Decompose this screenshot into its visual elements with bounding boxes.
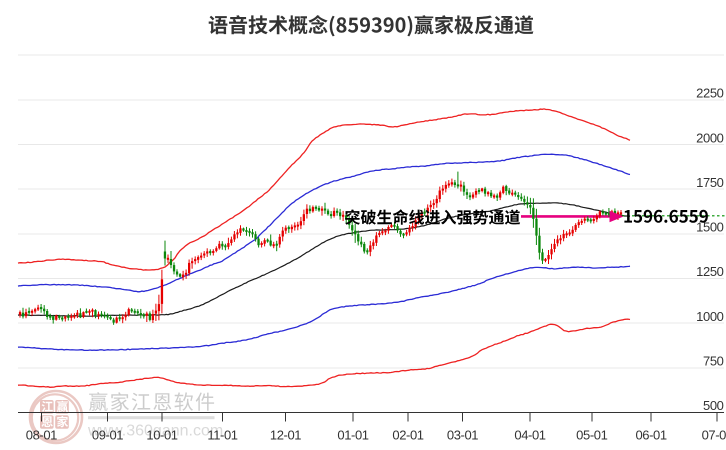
svg-text:2250: 2250 (696, 86, 723, 101)
svg-text:05-01: 05-01 (576, 428, 607, 443)
svg-text:www.360gann.com: www.360gann.com (87, 422, 223, 439)
svg-text:09-01: 09-01 (92, 428, 123, 443)
svg-text:02-01: 02-01 (392, 428, 423, 443)
svg-text:1500: 1500 (696, 220, 723, 235)
svg-text:2000: 2000 (696, 130, 723, 145)
svg-text:1750: 1750 (696, 175, 723, 190)
svg-text:01-01: 01-01 (337, 428, 368, 443)
svg-text:06-01: 06-01 (635, 428, 666, 443)
svg-text:04-01: 04-01 (514, 428, 545, 443)
svg-text:1250: 1250 (696, 264, 723, 279)
svg-text:08-01: 08-01 (26, 428, 57, 443)
svg-text:500: 500 (703, 398, 724, 413)
svg-text:1000: 1000 (696, 309, 723, 324)
svg-text:11-01: 11-01 (207, 428, 237, 443)
svg-text:750: 750 (703, 354, 724, 369)
svg-text:03-01: 03-01 (447, 428, 478, 443)
svg-text:07-01: 07-01 (702, 428, 726, 443)
svg-text:10-01: 10-01 (146, 428, 177, 443)
svg-text:12-01: 12-01 (270, 428, 301, 443)
